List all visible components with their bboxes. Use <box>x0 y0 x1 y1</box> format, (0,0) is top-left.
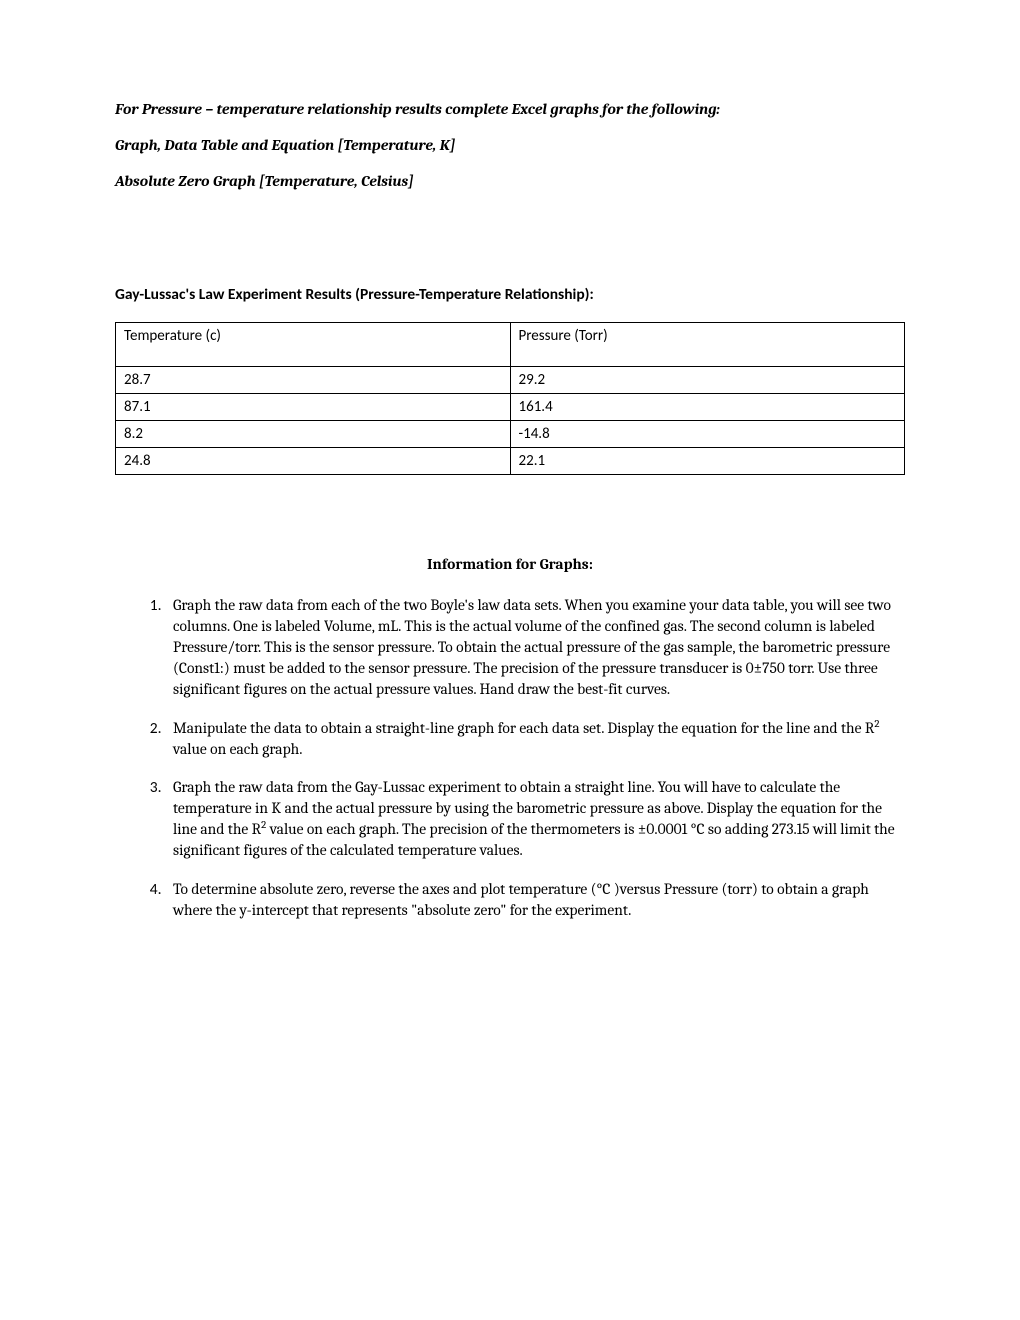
list-item: Graph the raw data from the Gay-Lussac e… <box>165 777 905 861</box>
list-item: To determine absolute zero, reverse the … <box>165 879 905 921</box>
item2-text-b: value on each graph. <box>173 740 302 758</box>
col-2-header: Pressure (Torr) <box>510 323 905 367</box>
item3-text-b: value on each graph. The precision of th… <box>173 820 895 859</box>
col-1-header: Temperature (c) <box>116 323 511 367</box>
info-heading: Information for Graphs: <box>115 555 905 573</box>
table-row: 8.2 -14.8 <box>116 421 905 448</box>
section-heading: Gay-Lussac's Law Experiment Results (Pre… <box>115 285 905 304</box>
temp-cell: 24.8 <box>116 448 511 475</box>
temp-cell: 28.7 <box>116 367 511 394</box>
table-row: 87.1 161.4 <box>116 394 905 421</box>
table-row: 28.7 29.2 <box>116 367 905 394</box>
superscript: 2 <box>874 716 879 729</box>
list-item: Manipulate the data to obtain a straight… <box>165 718 905 760</box>
data-table: Temperature (c) Pressure (Torr) 28.7 29.… <box>115 322 905 475</box>
pressure-cell: 29.2 <box>510 367 905 394</box>
pressure-cell: 161.4 <box>510 394 905 421</box>
heading-line-2: Graph, Data Table and Equation [Temperat… <box>115 136 905 154</box>
heading-line-3: Absolute Zero Graph [Temperature, Celsiu… <box>115 172 905 190</box>
pressure-cell: -14.8 <box>510 421 905 448</box>
item2-text-a: Manipulate the data to obtain a straight… <box>173 719 874 737</box>
temp-cell: 87.1 <box>116 394 511 421</box>
table-row: 24.8 22.1 <box>116 448 905 475</box>
pressure-cell: 22.1 <box>510 448 905 475</box>
temp-cell: 8.2 <box>116 421 511 448</box>
list-item: Graph the raw data from each of the two … <box>165 595 905 700</box>
instructions-list: Graph the raw data from each of the two … <box>115 595 905 921</box>
table-header-row: Temperature (c) Pressure (Torr) <box>116 323 905 367</box>
heading-line-1: For Pressure – temperature relationship … <box>115 100 905 118</box>
